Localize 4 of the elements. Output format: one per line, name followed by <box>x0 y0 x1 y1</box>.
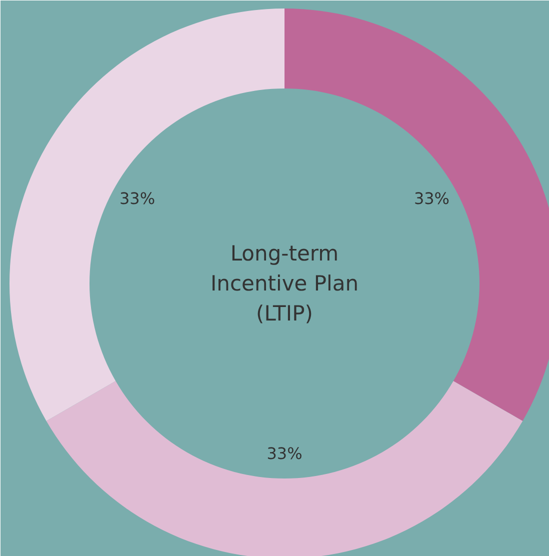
text: Long-term Incentive Plan (LTIP) <box>210 242 359 326</box>
data-label: 33% <box>266 444 302 463</box>
data-label: 33% <box>119 189 156 208</box>
data-label: 33% <box>414 189 450 208</box>
